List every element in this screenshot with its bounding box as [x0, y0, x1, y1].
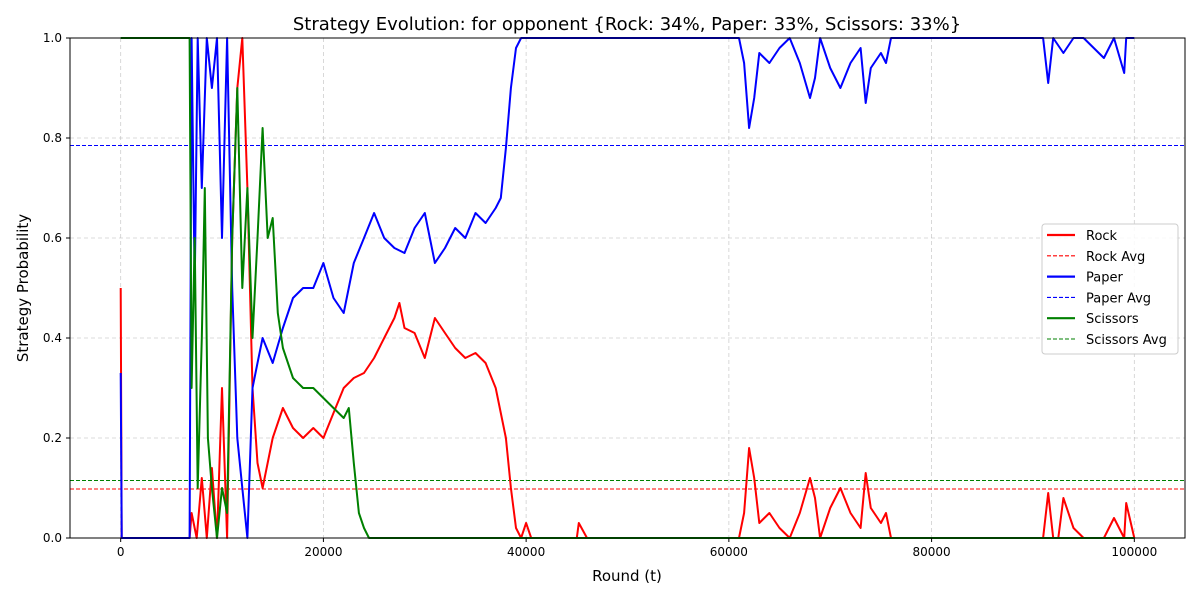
ticks: 0 20000 40000 60000 80000 100000 0.0 0.2 0.4 0.6 0… [43, 31, 1157, 559]
legend-label: Rock Avg [1086, 250, 1145, 265]
x-tick-label: 0 [117, 545, 125, 559]
y-tick-label: 1.0 [43, 31, 62, 45]
legend-entry-rock: Rock [1047, 229, 1118, 244]
x-tick-label: 100000 [1111, 545, 1157, 559]
scissors-series-line [120, 37, 1135, 539]
legend-label: Paper Avg [1086, 291, 1151, 306]
x-tick-label: 20000 [304, 545, 342, 559]
y-axis-label: Strategy Probability [14, 214, 32, 362]
x-tick-label: 80000 [912, 545, 950, 559]
y-tick-label: 0.0 [43, 531, 62, 545]
legend-entry-paper: Paper [1047, 271, 1123, 286]
legend: Rock Rock Avg Paper Paper Avg Scissors Scisso… [1041, 223, 1179, 355]
plot-frame [69, 37, 1186, 539]
legend-label: Paper [1086, 271, 1123, 286]
x-tick-label: 60000 [710, 545, 748, 559]
legend-label: Scissors [1086, 312, 1139, 327]
legend-entry-rock-avg: Rock Avg [1047, 250, 1145, 265]
chart-title: Strategy Evolution: for opponent {Rock: … [293, 14, 961, 35]
legend-label: Scissors Avg [1086, 333, 1167, 348]
x-tick-label: 40000 [507, 545, 545, 559]
y-tick-label: 0.8 [43, 131, 62, 145]
x-axis-label: Round (t) [592, 567, 662, 585]
legend-entry-scissors-avg: Scissors Avg [1047, 333, 1167, 348]
y-tick-label: 0.2 [43, 431, 62, 445]
legend-entry-paper-avg: Paper Avg [1047, 291, 1151, 306]
legend-entry-scissors: Scissors [1047, 312, 1139, 327]
legend-label: Rock [1086, 229, 1118, 244]
y-tick-label: 0.4 [43, 331, 62, 345]
y-tick-label: 0.6 [43, 231, 62, 245]
legend-box [1041, 223, 1179, 355]
